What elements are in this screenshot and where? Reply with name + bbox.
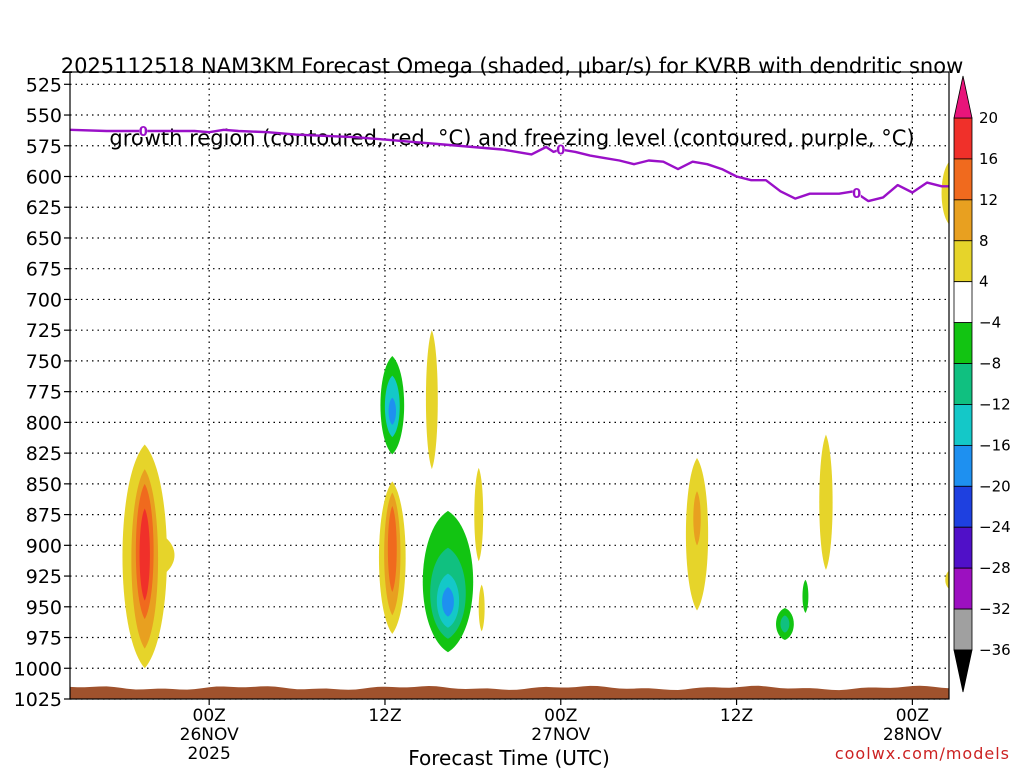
- y-tick-label-975: 975: [26, 628, 62, 650]
- y-tick-label-625: 625: [26, 197, 62, 219]
- y-tick-label-1025: 1025: [14, 689, 62, 711]
- omega-blob-6-4: [474, 467, 484, 562]
- colorbar-box-0: [953, 117, 973, 160]
- y-tick-label-700: 700: [26, 289, 62, 311]
- freezing-level-label-2: 0: [852, 187, 861, 202]
- y-tick-label-550: 550: [26, 105, 62, 127]
- y-axis: 525 550 575 600 625 650 675 700 725 750 775 800 825 8…: [14, 74, 70, 711]
- colorbar-label-11: −28: [979, 559, 1011, 577]
- colorbar-bottom-arrow: [953, 649, 973, 693]
- chart-title: 2025112518 NAM3KM Forecast Omega (shaded…: [0, 6, 1024, 174]
- x-tick-label-4-1: 28NOV: [883, 725, 942, 745]
- omega-blob-6b-4: [478, 584, 485, 632]
- freezing-level-label-bg-1: [556, 143, 565, 156]
- colorbar-top-arrow: [953, 75, 973, 119]
- ground-surface: [70, 685, 949, 699]
- omega-blob-10-4: [941, 162, 949, 224]
- y-tick-label-950: 950: [26, 597, 62, 619]
- omega-blob-4-4: [425, 330, 438, 470]
- y-tick-label-650: 650: [26, 228, 62, 250]
- x-axis-label: Forecast Time (UTC): [408, 746, 610, 768]
- y-tick-label-600: 600: [26, 167, 62, 189]
- colorbar-label-8: −16: [979, 436, 1011, 454]
- colorbar-box-2: [953, 199, 973, 242]
- x-tick-label-1-0: 12Z: [368, 706, 401, 726]
- colorbar-label-4: 4: [979, 273, 989, 291]
- colorbar-label-9: −20: [979, 477, 1011, 495]
- freezing-level-line: [70, 128, 949, 203]
- omega-blob-5-16: [442, 587, 454, 617]
- omega-blob-1-16: [139, 508, 150, 601]
- freezing-level-label-bg-0: [139, 125, 148, 138]
- x-tick-label-3-0: 12Z: [720, 706, 753, 726]
- y-tick-label-800: 800: [26, 412, 62, 434]
- colorbar-label-7: −12: [979, 395, 1011, 413]
- plot-frame: [69, 71, 950, 700]
- x-tick-label-2-0: 00Z: [544, 706, 577, 726]
- omega-shading: [122, 162, 949, 669]
- colorbar-box-10: [953, 526, 973, 569]
- colorbar-box-12: [953, 608, 973, 651]
- omega-blob-8-8: [780, 615, 790, 633]
- colorbar-box-9: [953, 485, 973, 528]
- colorbar-label-2: 12: [979, 191, 998, 209]
- chart-title-line-1: 2025112518 NAM3KM Forecast Omega (shaded…: [60, 54, 964, 78]
- x-tick-label-0-1: 26NOV: [180, 725, 239, 745]
- omega-blob-3-16: [388, 397, 397, 425]
- y-tick-label-825: 825: [26, 443, 62, 465]
- omega-blob-8b-4: [802, 579, 809, 613]
- colorbar-box-8: [953, 444, 973, 487]
- freezing-level-label-1: 0: [556, 143, 565, 158]
- y-tick-label-875: 875: [26, 505, 62, 527]
- colorbar-box-7: [953, 404, 973, 446]
- y-tick-label-525: 525: [26, 74, 62, 96]
- colorbar-box-3: [953, 240, 973, 283]
- colorbar-box-6: [953, 363, 973, 405]
- colorbar-label-10: −24: [979, 518, 1011, 536]
- omega-blob-11-4: [945, 570, 949, 589]
- colorbar-label-1: 16: [979, 150, 998, 168]
- ground-fill: [70, 685, 949, 699]
- colorbar-label-13: −36: [979, 641, 1011, 659]
- freezing-level-contour: 0 0 0: [70, 125, 949, 203]
- colorbar-box-11: [953, 567, 973, 610]
- colorbar-label-12: −32: [979, 600, 1011, 618]
- site-credit: coolwx.com/models: [834, 744, 1010, 763]
- x-tick-label-2-1: 27NOV: [531, 725, 590, 745]
- y-tick-label-725: 725: [26, 320, 62, 342]
- colorbar: 20 16 12 8 4 −4 −8 −12 −16 −20 −24 −28 −32 −36: [953, 75, 1011, 693]
- omega-blob-9-4: [819, 434, 833, 570]
- freezing-level-label-0: 0: [139, 125, 148, 140]
- colorbar-label-6: −8: [979, 355, 1001, 373]
- omega-blob-7-8: [693, 491, 701, 546]
- colorbar-label-3: 8: [979, 232, 989, 250]
- y-tick-label-925: 925: [26, 566, 62, 588]
- x-tick-label-0-2: 2025: [188, 744, 231, 764]
- colorbar-box-1: [953, 158, 973, 201]
- colorbar-box-4: [953, 281, 973, 324]
- y-tick-label-850: 850: [26, 474, 62, 496]
- y-tick-label-900: 900: [26, 535, 62, 557]
- y-tick-label-575: 575: [26, 136, 62, 158]
- grid-lines: [70, 72, 949, 700]
- y-tick-label-775: 775: [26, 382, 62, 404]
- colorbar-box-5: [953, 322, 973, 364]
- x-tick-label-0-0: 00Z: [193, 706, 226, 726]
- y-tick-label-675: 675: [26, 259, 62, 281]
- omega-blob-2-12: [387, 505, 397, 593]
- x-tick-label-4-0: 00Z: [896, 706, 929, 726]
- colorbar-label-0: 20: [979, 109, 998, 127]
- colorbar-label-5: −4: [979, 314, 1001, 332]
- y-tick-label-750: 750: [26, 351, 62, 373]
- y-tick-label-1000: 1000: [14, 658, 62, 680]
- freezing-level-label-bg-2: [852, 187, 861, 200]
